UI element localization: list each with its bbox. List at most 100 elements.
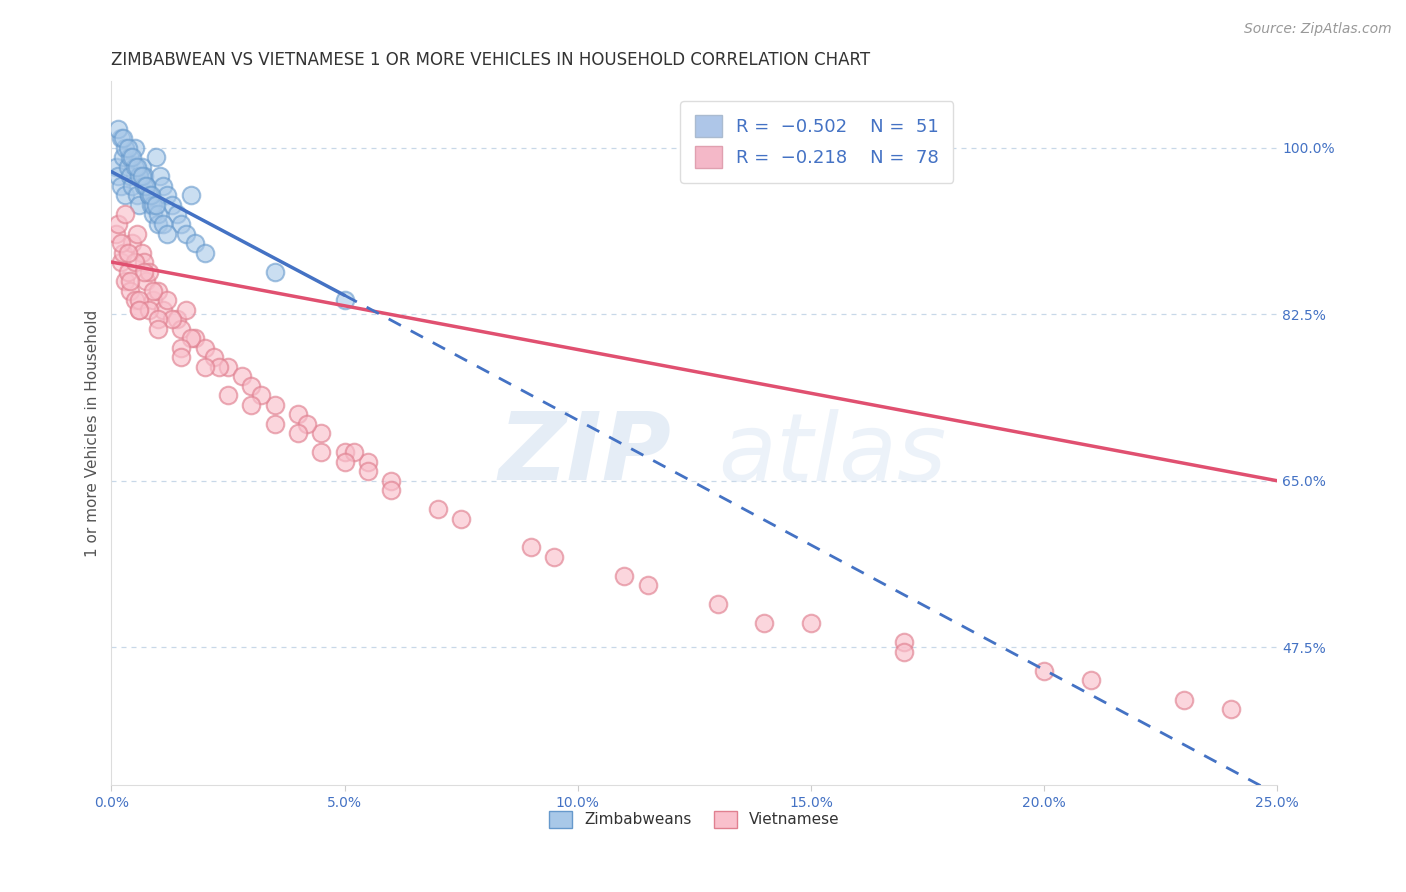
Point bbox=[184, 235, 207, 250]
Point bbox=[357, 455, 380, 469]
Point bbox=[142, 207, 165, 221]
Point bbox=[146, 284, 169, 298]
Text: Source: ZipAtlas.com: Source: ZipAtlas.com bbox=[1244, 22, 1392, 37]
Point bbox=[124, 293, 146, 307]
Point bbox=[117, 141, 139, 155]
Point bbox=[893, 635, 915, 649]
Text: atlas: atlas bbox=[717, 409, 946, 500]
Point bbox=[132, 178, 155, 193]
Point bbox=[156, 227, 179, 241]
Point bbox=[543, 549, 565, 564]
Point bbox=[132, 169, 155, 184]
Point bbox=[297, 417, 319, 431]
Point bbox=[893, 645, 915, 659]
Point bbox=[138, 188, 160, 202]
Y-axis label: 1 or more Vehicles in Household: 1 or more Vehicles in Household bbox=[86, 310, 100, 557]
Point bbox=[613, 569, 636, 583]
Point bbox=[107, 169, 129, 184]
Point bbox=[135, 178, 157, 193]
Point bbox=[426, 502, 449, 516]
Point bbox=[117, 245, 139, 260]
Point bbox=[146, 321, 169, 335]
Point bbox=[139, 198, 162, 212]
Point bbox=[1173, 692, 1195, 706]
Point bbox=[107, 122, 129, 136]
Point bbox=[706, 598, 728, 612]
Point bbox=[170, 217, 193, 231]
Point bbox=[138, 302, 160, 317]
Text: ZIMBABWEAN VS VIETNAMESE 1 OR MORE VEHICLES IN HOUSEHOLD CORRELATION CHART: ZIMBABWEAN VS VIETNAMESE 1 OR MORE VEHIC… bbox=[111, 51, 870, 69]
Point bbox=[120, 284, 142, 298]
Point bbox=[333, 293, 356, 307]
Point bbox=[160, 312, 183, 326]
Point bbox=[131, 245, 153, 260]
Point bbox=[125, 227, 148, 241]
Point bbox=[156, 293, 179, 307]
Point bbox=[287, 426, 309, 441]
Point bbox=[202, 350, 225, 364]
Point bbox=[240, 398, 263, 412]
Point bbox=[194, 341, 217, 355]
Point bbox=[152, 217, 174, 231]
Point bbox=[114, 188, 136, 202]
Point bbox=[121, 235, 143, 250]
Point bbox=[117, 160, 139, 174]
Point bbox=[180, 188, 202, 202]
Point bbox=[110, 235, 132, 250]
Point bbox=[149, 169, 172, 184]
Point bbox=[135, 178, 157, 193]
Point bbox=[263, 417, 285, 431]
Point bbox=[240, 378, 263, 392]
Point bbox=[120, 150, 142, 164]
Point bbox=[152, 178, 174, 193]
Point bbox=[287, 407, 309, 421]
Point bbox=[156, 188, 179, 202]
Point bbox=[333, 455, 356, 469]
Point bbox=[146, 217, 169, 231]
Point bbox=[107, 217, 129, 231]
Point bbox=[128, 169, 150, 184]
Point bbox=[110, 255, 132, 269]
Point bbox=[166, 207, 188, 221]
Point bbox=[125, 160, 148, 174]
Point bbox=[121, 150, 143, 164]
Point bbox=[120, 274, 142, 288]
Point bbox=[128, 293, 150, 307]
Point bbox=[112, 131, 135, 145]
Point bbox=[124, 255, 146, 269]
Point bbox=[152, 302, 174, 317]
Point bbox=[132, 264, 155, 278]
Point bbox=[194, 359, 217, 374]
Point bbox=[208, 359, 231, 374]
Point bbox=[128, 198, 150, 212]
Point bbox=[170, 321, 193, 335]
Point bbox=[105, 160, 128, 174]
Point bbox=[180, 331, 202, 345]
Point bbox=[132, 255, 155, 269]
Point bbox=[1033, 664, 1056, 678]
Point bbox=[138, 188, 160, 202]
Point bbox=[1219, 702, 1241, 716]
Point bbox=[128, 302, 150, 317]
Point bbox=[142, 293, 165, 307]
Point bbox=[357, 464, 380, 478]
Point bbox=[249, 388, 271, 402]
Point bbox=[263, 264, 285, 278]
Point bbox=[124, 141, 146, 155]
Point bbox=[166, 312, 188, 326]
Point bbox=[309, 426, 332, 441]
Point bbox=[160, 198, 183, 212]
Point bbox=[138, 264, 160, 278]
Point bbox=[125, 188, 148, 202]
Point bbox=[380, 474, 402, 488]
Point bbox=[142, 284, 165, 298]
Point bbox=[112, 245, 135, 260]
Point bbox=[309, 445, 332, 459]
Point bbox=[142, 198, 165, 212]
Point bbox=[112, 150, 135, 164]
Point bbox=[637, 578, 659, 592]
Point bbox=[450, 512, 472, 526]
Point bbox=[380, 483, 402, 498]
Point bbox=[800, 616, 823, 631]
Point bbox=[117, 264, 139, 278]
